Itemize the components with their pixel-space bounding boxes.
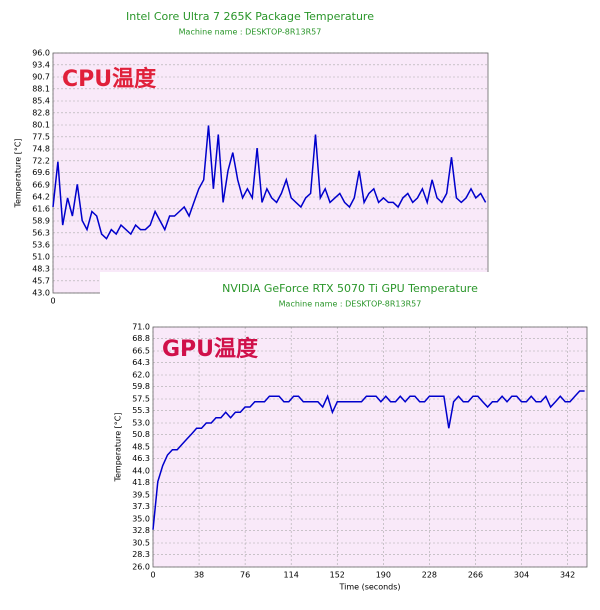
y-tick-label: 66.9	[32, 180, 50, 189]
y-tick-label: 66.5	[132, 347, 150, 356]
y-tick-label: 90.7	[32, 73, 50, 82]
y-tick-label: 59.8	[132, 382, 150, 391]
y-tick-label: 48.5	[132, 443, 150, 452]
y-tick-label: 69.6	[32, 168, 50, 177]
plot-border	[152, 326, 588, 568]
y-tick-label: 64.3	[132, 358, 150, 367]
chart-title: Intel Core Ultra 7 265K Package Temperat…	[126, 10, 374, 23]
y-tick-label: 80.1	[32, 121, 50, 130]
x-tick-label: 266	[468, 571, 483, 580]
chart-title: NVIDIA GeForce RTX 5070 Ti GPU Temperatu…	[222, 282, 478, 295]
x-tick-label: 0	[50, 297, 55, 306]
y-tick-label: 46.3	[132, 454, 150, 463]
overlay-label: GPU温度	[162, 336, 259, 362]
y-tick-label: 45.7	[32, 276, 50, 285]
y-tick-label: 55.3	[132, 406, 150, 415]
y-tick-label: 51.0	[32, 252, 50, 261]
x-tick-label: 190	[376, 571, 391, 580]
x-tick-label: 304	[514, 571, 529, 580]
y-tick-label: 26.0	[132, 563, 150, 572]
y-tick-label: 30.5	[132, 539, 150, 548]
temperature-line	[52, 125, 487, 240]
y-tick-label: 58.9	[32, 217, 50, 226]
y-tick-label: 50.8	[132, 430, 150, 439]
y-axis-label: Temperature [°C]	[14, 138, 23, 208]
y-tick-label: 71.0	[132, 323, 150, 332]
x-tick-label: 114	[284, 571, 299, 580]
y-tick-label: 28.3	[132, 550, 150, 559]
y-tick-label: 57.5	[132, 395, 150, 404]
x-tick-label: 342	[560, 571, 575, 580]
x-axis-label: Time (seconds)	[338, 583, 400, 592]
x-tick-label: 152	[330, 571, 345, 580]
overlay-label: CPU温度	[62, 66, 157, 92]
y-tick-label: 44.0	[132, 467, 150, 476]
y-tick-label: 43.0	[32, 289, 50, 298]
chart-subtitle: Machine name : DESKTOP-8R13R57	[179, 28, 322, 37]
y-tick-label: 53.6	[32, 241, 50, 250]
x-tick-label: 228	[422, 571, 437, 580]
plot-area	[53, 53, 488, 293]
y-tick-label: 62.0	[132, 371, 150, 380]
y-tick-label: 93.4	[32, 60, 50, 69]
y-tick-label: 53.0	[132, 419, 150, 428]
y-tick-label: 39.5	[132, 491, 150, 500]
y-tick-label: 61.6	[32, 204, 50, 213]
y-tick-label: 82.8	[32, 108, 50, 117]
chart-subtitle: Machine name : DESKTOP-8R13R57	[279, 300, 422, 309]
y-tick-label: 35.0	[132, 515, 150, 524]
y-tick-label: 32.8	[132, 526, 150, 535]
x-tick-label: 76	[240, 571, 250, 580]
y-tick-label: 77.5	[32, 132, 50, 141]
y-tick-label: 64.2	[32, 193, 50, 202]
y-tick-label: 41.8	[132, 478, 150, 487]
y-tick-label: 85.4	[32, 97, 50, 106]
x-tick-label: 0	[150, 571, 155, 580]
y-axis-label: Temperature [°C]	[114, 412, 123, 482]
y-tick-label: 37.3	[132, 502, 150, 511]
y-tick-label: 48.3	[32, 265, 50, 274]
y-tick-label: 72.2	[32, 156, 50, 165]
y-tick-label: 88.1	[32, 84, 50, 93]
y-tick-label: 74.8	[32, 145, 50, 154]
y-tick-label: 56.3	[32, 228, 50, 237]
temperature-line	[152, 390, 585, 530]
y-tick-label: 96.0	[32, 49, 50, 58]
y-tick-label: 68.8	[132, 334, 150, 343]
x-tick-label: 38	[194, 571, 204, 580]
